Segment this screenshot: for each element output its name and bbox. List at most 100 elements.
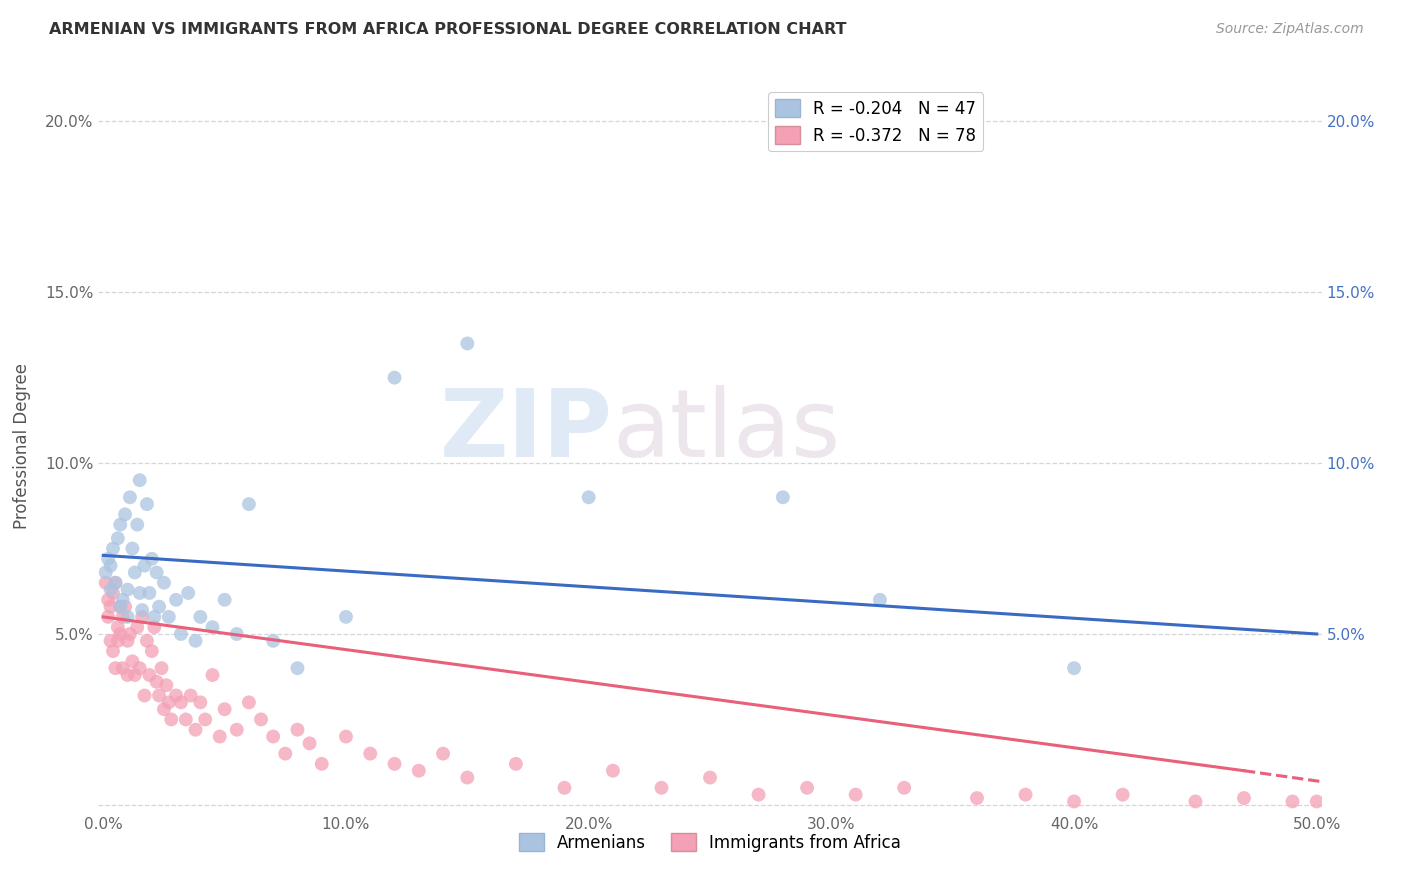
- Point: [1014, 788, 1036, 802]
- Point: [845, 788, 868, 802]
- Point: [124, 566, 146, 580]
- Point: [287, 661, 309, 675]
- Point: [131, 610, 153, 624]
- Point: [748, 788, 770, 802]
- Point: [107, 620, 129, 634]
- Point: [111, 610, 134, 624]
- Point: [128, 586, 150, 600]
- Point: [180, 689, 202, 703]
- Legend: Armenians, Immigrants from Africa: Armenians, Immigrants from Africa: [512, 826, 908, 858]
- Text: ZIP: ZIP: [439, 385, 612, 477]
- Point: [869, 592, 891, 607]
- Point: [118, 490, 141, 504]
- Point: [148, 599, 170, 614]
- Point: [262, 633, 284, 648]
- Point: [165, 689, 187, 703]
- Point: [335, 730, 357, 744]
- Point: [274, 747, 297, 761]
- Point: [148, 689, 170, 703]
- Point: [134, 558, 156, 573]
- Point: [104, 661, 127, 675]
- Point: [225, 723, 247, 737]
- Point: [893, 780, 915, 795]
- Point: [111, 592, 134, 607]
- Point: [121, 541, 143, 556]
- Point: [194, 713, 217, 727]
- Point: [101, 644, 124, 658]
- Point: [94, 575, 117, 590]
- Point: [214, 702, 236, 716]
- Point: [97, 610, 120, 624]
- Text: Source: ZipAtlas.com: Source: ZipAtlas.com: [1216, 22, 1364, 37]
- Point: [1063, 661, 1085, 675]
- Point: [114, 508, 136, 522]
- Point: [188, 610, 212, 624]
- Point: [201, 668, 224, 682]
- Point: [100, 633, 122, 648]
- Point: [578, 490, 600, 504]
- Point: [134, 689, 156, 703]
- Point: [124, 668, 146, 682]
- Point: [107, 531, 129, 545]
- Point: [117, 668, 139, 682]
- Point: [650, 780, 672, 795]
- Point: [408, 764, 430, 778]
- Text: atlas: atlas: [612, 385, 841, 477]
- Point: [170, 695, 193, 709]
- Point: [141, 644, 163, 658]
- Point: [111, 661, 134, 675]
- Point: [118, 627, 141, 641]
- Point: [335, 610, 357, 624]
- Point: [97, 592, 120, 607]
- Point: [184, 633, 207, 648]
- Point: [141, 551, 163, 566]
- Point: [110, 517, 132, 532]
- Point: [97, 551, 120, 566]
- Point: [505, 756, 527, 771]
- Point: [127, 517, 149, 532]
- Point: [121, 654, 143, 668]
- Point: [298, 736, 321, 750]
- Point: [128, 473, 150, 487]
- Point: [1306, 795, 1329, 809]
- Point: [107, 633, 129, 648]
- Point: [100, 599, 122, 614]
- Point: [128, 661, 150, 675]
- Point: [138, 668, 160, 682]
- Point: [225, 627, 247, 641]
- Point: [796, 780, 818, 795]
- Point: [104, 575, 127, 590]
- Point: [1317, 795, 1340, 809]
- Point: [287, 723, 309, 737]
- Point: [153, 702, 176, 716]
- Point: [188, 695, 212, 709]
- Point: [432, 747, 454, 761]
- Point: [131, 603, 153, 617]
- Point: [1233, 791, 1256, 805]
- Point: [699, 771, 721, 785]
- Point: [114, 599, 136, 614]
- Point: [127, 620, 149, 634]
- Point: [238, 695, 260, 709]
- Point: [177, 586, 200, 600]
- Point: [145, 566, 167, 580]
- Point: [384, 370, 406, 384]
- Point: [1281, 795, 1303, 809]
- Point: [117, 633, 139, 648]
- Point: [238, 497, 260, 511]
- Point: [456, 771, 478, 785]
- Point: [110, 599, 132, 614]
- Point: [100, 558, 122, 573]
- Point: [1184, 795, 1206, 809]
- Point: [553, 780, 575, 795]
- Point: [101, 586, 124, 600]
- Point: [201, 620, 224, 634]
- Point: [602, 764, 624, 778]
- Point: [145, 674, 167, 689]
- Point: [165, 592, 187, 607]
- Point: [311, 756, 333, 771]
- Point: [184, 723, 207, 737]
- Point: [359, 747, 381, 761]
- Point: [214, 592, 236, 607]
- Point: [117, 582, 139, 597]
